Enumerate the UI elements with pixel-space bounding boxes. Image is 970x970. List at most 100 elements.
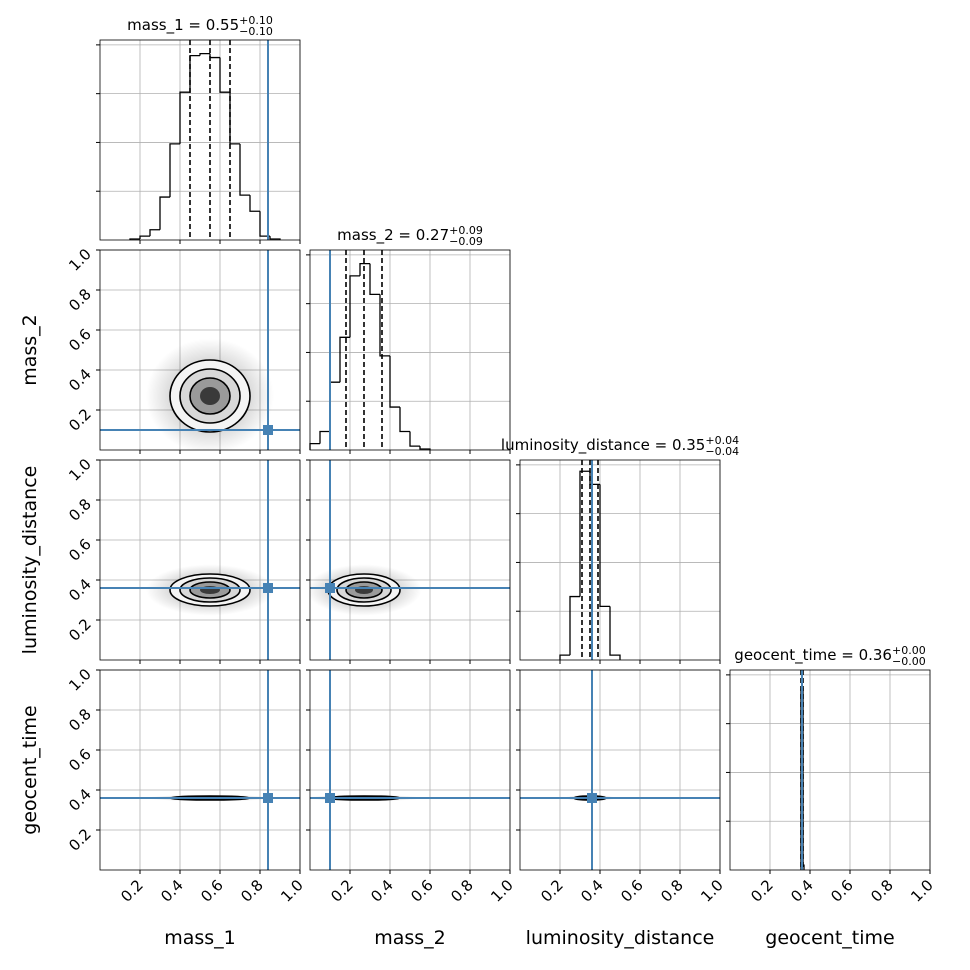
panel: 0.2 0.4 0.6 0.8 1.0 mass_2: [19, 245, 301, 454]
histogram-bin: [599, 484, 610, 607]
panel-border: [519, 669, 721, 871]
title-main: mass_1 = 0.55: [127, 16, 239, 35]
x-tick-label: 0.6: [407, 876, 437, 906]
y-tick-label: 0.8: [65, 705, 95, 735]
y-tick-label: 0.2: [65, 825, 95, 855]
panel-frame: [100, 670, 300, 870]
panel-border: [99, 669, 301, 871]
panel-title: mass_2 = 0.27+0.09 −0.09: [337, 224, 483, 248]
x-tick-label: 0.8: [867, 876, 897, 906]
histogram-bin: [419, 446, 431, 450]
histogram-bin: [269, 236, 281, 240]
histogram-bin: [609, 606, 621, 660]
histogram-bin: [409, 431, 420, 447]
density: [310, 564, 422, 616]
histogram-bin: [239, 143, 250, 196]
contour: [200, 387, 220, 405]
truth-marker: [325, 583, 335, 593]
panel: [516, 459, 721, 664]
panel-frame: [100, 40, 300, 240]
x-tick-label: 0.8: [237, 876, 267, 906]
title-lower: −0.04: [705, 445, 739, 458]
panel-frame: [520, 460, 720, 660]
histogram-bin: [319, 430, 330, 444]
histogram-bin: [389, 355, 400, 408]
y-tick-label: 0.2: [65, 405, 95, 435]
histogram-bin: [379, 294, 390, 357]
panel-frame: [310, 460, 510, 660]
panel-border: [519, 459, 721, 661]
x-axis-label: luminosity_distance: [526, 927, 715, 949]
panel-title: geocent_time = 0.36+0.00 −0.00: [734, 644, 925, 668]
histogram-bin: [149, 229, 160, 237]
histogram-bin: [159, 196, 170, 230]
y-tick-label: 0.4: [65, 785, 95, 815]
y-tick-label: 0.8: [65, 495, 95, 525]
title-main: mass_2 = 0.27: [337, 226, 449, 245]
truth-marker: [325, 793, 335, 803]
y-tick-label: 0.4: [65, 575, 95, 605]
histogram-bin: [199, 53, 210, 56]
truth-marker: [263, 583, 273, 593]
histogram-bin: [559, 654, 570, 660]
panel-title: mass_1 = 0.55+0.10 −0.10: [127, 14, 273, 38]
panel-border: [309, 249, 511, 451]
panel: 0.2 0.4 0.6 0.8 1.0 luminosity_distance: [516, 669, 727, 949]
truth-marker: [587, 793, 597, 803]
panel: 0.2 0.4 0.6 0.8 1.0 geocent_time: [726, 669, 937, 949]
panel-frame: [520, 670, 720, 870]
title-upper: +0.09: [449, 224, 483, 237]
x-tick-label: 0.6: [827, 876, 857, 906]
histogram-bin: [179, 91, 190, 144]
x-tick-label: 0.8: [657, 876, 687, 906]
panel-frame: [310, 670, 510, 870]
panel: [96, 39, 301, 244]
histogram-bin: [339, 336, 350, 383]
title-main: geocent_time = 0.36: [734, 646, 892, 665]
histogram-bin: [139, 235, 150, 240]
y-tick-label: 0.2: [65, 615, 95, 645]
panel: [306, 459, 511, 664]
x-tick-label: 0.2: [537, 876, 567, 906]
y-axis-label: geocent_time: [19, 705, 41, 834]
panel-border: [729, 669, 931, 871]
panel: [306, 249, 511, 454]
panel-frame: [100, 460, 300, 660]
panel-title: luminosity_distance = 0.35+0.04 −0.04: [501, 434, 739, 458]
x-tick-label: 0.8: [447, 876, 477, 906]
x-tick-label: 0.4: [577, 876, 607, 906]
histogram-bin: [259, 211, 270, 237]
title-upper: +0.00: [892, 644, 926, 657]
y-tick-label: 0.6: [65, 745, 95, 775]
title-lower: −0.00: [892, 655, 926, 668]
x-tick-label: 1.0: [277, 876, 307, 906]
histogram-bin: [229, 92, 240, 145]
y-axis-label: luminosity_distance: [19, 466, 41, 655]
panel-border: [99, 249, 301, 451]
panel-frame: [310, 250, 510, 450]
histogram-bin: [249, 195, 260, 212]
x-tick-label: 0.4: [367, 876, 397, 906]
density: [146, 338, 274, 450]
y-tick-label: 1.0: [65, 245, 95, 275]
panel: 0.2 0.4 0.6 0.8 1.0 luminosity_distance: [19, 455, 301, 664]
x-tick-label: 0.4: [787, 876, 817, 906]
title-lower: −0.10: [239, 25, 273, 38]
panel: 0.2 0.4 0.6 0.8 1.0 mass_2: [306, 669, 517, 949]
y-tick-label: 0.4: [65, 365, 95, 395]
y-tick-label: 1.0: [65, 455, 95, 485]
panel-border: [99, 39, 301, 241]
y-axis-label: mass_2: [19, 314, 41, 386]
x-axis-label: mass_2: [374, 927, 446, 949]
title-lower: −0.09: [449, 235, 483, 248]
panel: 0.2 0.4 0.6 0.8 1.0 geocent_time 0.2 0.4 0.6 0.8 1…: [19, 665, 307, 949]
title-main: luminosity_distance = 0.35: [501, 436, 705, 455]
y-tick-label: 0.6: [65, 325, 95, 355]
y-tick-label: 0.6: [65, 535, 95, 565]
y-tick-label: 1.0: [65, 665, 95, 695]
panel-border: [309, 459, 511, 661]
title-upper: +0.10: [239, 14, 273, 27]
density: [146, 564, 274, 616]
panel-frame: [730, 670, 930, 870]
